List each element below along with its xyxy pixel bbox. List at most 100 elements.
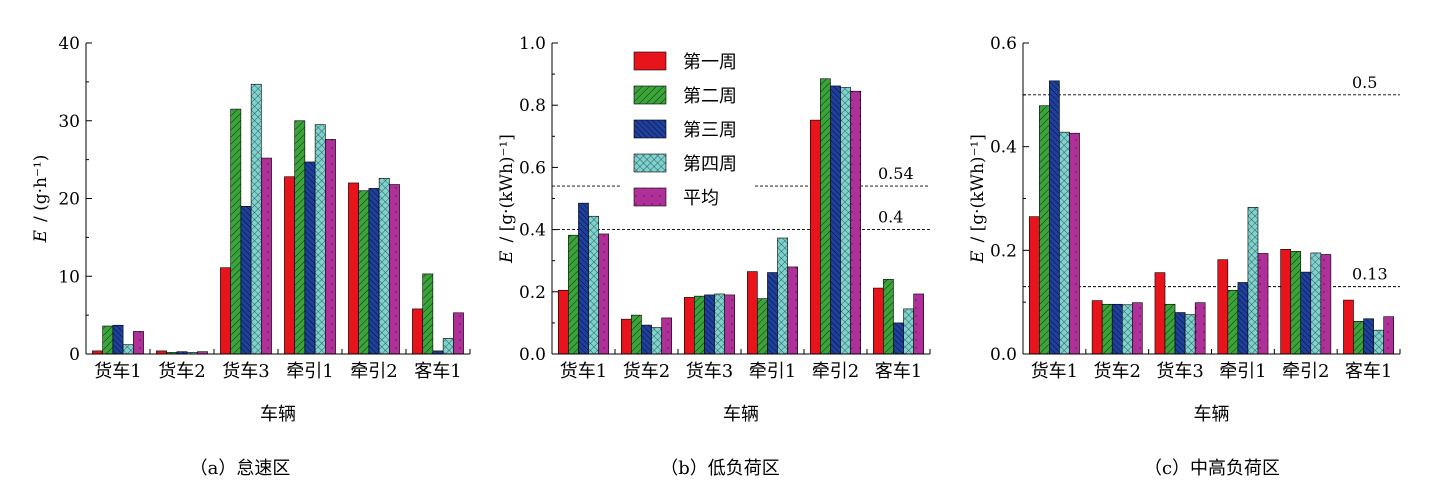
x-tick-label: 货车2	[623, 361, 670, 382]
bar-1-2	[620, 318, 632, 355]
bar-1-4	[284, 176, 295, 355]
bar-1-5	[1280, 249, 1291, 355]
y-tick-label: 30	[58, 112, 80, 132]
bar-4-5	[840, 87, 851, 355]
bar-2-4	[757, 298, 768, 355]
panel-caption: （b）低负荷区	[660, 458, 780, 479]
y-axis-label: E/ [g·(kWh)⁻¹]	[497, 134, 517, 264]
bar-1-1	[557, 289, 569, 355]
bar-5-3	[1194, 302, 1206, 355]
bar-2-3	[1164, 303, 1176, 355]
y-tick-label: 0.2	[519, 283, 546, 303]
bar-2-1	[1039, 105, 1050, 355]
legend-swatch-5	[633, 187, 667, 207]
bar-4-1	[1059, 131, 1070, 355]
panel-caption: （a）怠速区	[190, 458, 291, 479]
bar-1-4	[1217, 259, 1229, 355]
x-axis-label: 车辆	[723, 404, 759, 425]
x-tick-label: 货车3	[222, 361, 269, 382]
bar-2-1	[102, 325, 114, 355]
bar-2-3	[230, 108, 242, 355]
bar-5-4	[1257, 253, 1269, 355]
bar-5-5	[1320, 254, 1332, 355]
x-tick-label: 货车1	[94, 361, 141, 382]
bar-1-1	[1028, 216, 1040, 355]
y-axis-label: E/ (g·h⁻¹)	[31, 155, 51, 244]
bar-1-6	[1343, 299, 1354, 355]
y-tick-label: 0.4	[990, 138, 1017, 158]
bar-4-6	[903, 308, 914, 355]
bar-4-1	[588, 215, 599, 355]
bar-2-2	[1101, 303, 1113, 355]
bar-5-6	[1383, 316, 1395, 355]
bar-4-6	[1373, 329, 1384, 355]
bar-1-2	[1091, 300, 1103, 355]
bar-2-3	[694, 295, 705, 355]
bar-3-1	[578, 202, 589, 355]
y-tick-label: 1.0	[519, 34, 546, 54]
bar-1-4	[746, 271, 758, 355]
x-tick-label: 货车2	[1094, 361, 1141, 382]
bar-1-5	[348, 182, 359, 355]
x-tick-label: 牵引1	[749, 361, 796, 382]
bar-1-5	[809, 119, 821, 355]
bar-5-5	[389, 184, 400, 355]
bar-5-3	[724, 294, 735, 355]
bar-3-3	[240, 205, 252, 355]
x-tick-label: 牵引1	[1219, 361, 1266, 382]
bar-1-3	[1154, 272, 1166, 355]
chart-panel-b: 0.54 0.4 0.0 0.2 0.4 0.6 0.8 1.0 货车1 货车2 货车3 牵引1 牵引2…	[497, 34, 931, 479]
bar-3-5	[368, 188, 380, 355]
legend-swatch-3	[633, 119, 667, 139]
x-tick-label: 牵引1	[286, 361, 333, 382]
x-axis-label: 车辆	[260, 404, 296, 425]
bar-1-3	[220, 267, 231, 355]
bar-3-3	[1174, 312, 1186, 355]
legend-label-1: 第一周	[683, 52, 737, 73]
bar-3-4	[1237, 282, 1249, 355]
bar-5-1	[1069, 132, 1080, 355]
reference-line-label: 0.4	[878, 208, 903, 227]
x-tick-label: 客车1	[414, 361, 461, 382]
bar-5-1	[598, 233, 609, 355]
legend-label-3: 第三周	[683, 120, 737, 141]
x-axis-label: 车辆	[1194, 404, 1230, 425]
chart-panel-c: 0.5 0.13 0.0 0.2 0.4 0.6 货车1 货车2 货车3 牵引1 牵引2 客车1 车辆 E…	[968, 34, 1401, 479]
bar-3-3	[704, 294, 715, 355]
bar-3-4	[767, 272, 778, 355]
bar-4-1	[122, 344, 134, 355]
x-tick-label: 货车2	[158, 361, 205, 382]
legend-swatch-4	[633, 153, 667, 173]
bar-4-3	[714, 293, 725, 355]
y-axis-label: E/ [g·(kWh)⁻¹]	[968, 134, 988, 264]
y-tick-label: 0.6	[519, 158, 546, 178]
bar-2-2	[631, 314, 642, 355]
bar-3-5	[1300, 271, 1312, 355]
bar-5-2	[1132, 302, 1143, 355]
legend-label-4: 第四周	[683, 154, 737, 175]
reference-line-label: 0.54	[878, 164, 914, 183]
bar-2-4	[1227, 289, 1239, 355]
x-tick-label: 货车3	[1156, 361, 1203, 382]
bar-4-3	[1184, 314, 1196, 355]
bar-3-2	[641, 324, 652, 355]
bar-4-4	[777, 237, 788, 355]
y-tick-label: 0.0	[519, 345, 546, 365]
bar-4-2	[1121, 304, 1133, 355]
y-tick-label: 40	[58, 34, 80, 54]
x-tick-label: 客车1	[1345, 361, 1392, 382]
bar-5-4	[787, 266, 798, 355]
bar-4-5	[378, 177, 390, 355]
bar-5-6	[453, 312, 464, 355]
bar-2-5	[358, 190, 370, 355]
chart-panel-a: 0 10 20 30 40 货车1 货车2 货车3 牵引1 牵引2 客车1 车辆 E/ (g·h⁻¹) （…	[31, 34, 471, 479]
reference-line-label: 0.5	[1352, 73, 1377, 92]
bar-3-4	[304, 161, 316, 355]
y-tick-label: 0.0	[990, 345, 1017, 365]
legend-label-2: 第二周	[683, 86, 737, 107]
x-tick-label: 货车1	[560, 361, 607, 382]
x-tick-label: 货车3	[686, 361, 733, 382]
y-tick-label: 0.4	[519, 221, 546, 241]
